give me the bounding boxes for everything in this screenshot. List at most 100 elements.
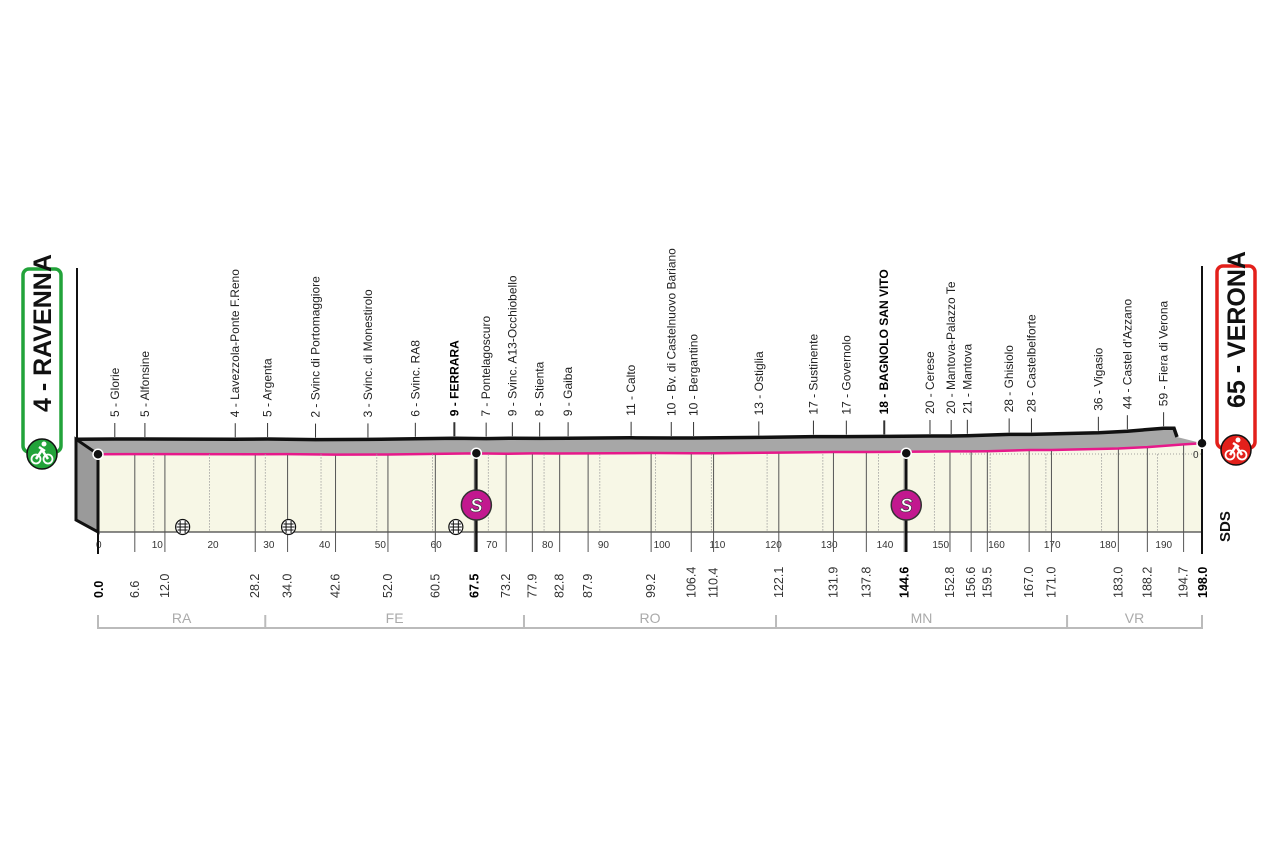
x-tick-label: 180 [1100,540,1117,551]
bike-wheel-icon [1236,449,1248,461]
waypoint-km-label: 34.0 [281,574,295,598]
level-crossing-rails-icon [176,521,189,533]
x-tick-label: 70 [486,540,498,551]
waypoint-km-label: 99.2 [644,574,658,598]
waypoint-km-label: 82.8 [553,574,567,598]
level-crossing-rails-icon [282,521,295,533]
rider-icon [1228,441,1244,456]
province-bracket [97,615,266,629]
x-tick-label: 20 [208,540,220,551]
waypoint-km-label: 42.6 [329,574,343,598]
waypoint-label: 9 - Svinc. A13-Occhiobello [505,275,519,416]
waypoint-km-label: 194.7 [1177,567,1191,598]
waypoint-km-label: 77.9 [525,574,539,598]
x-tick-label: 30 [263,540,275,551]
rider-head-icon [1235,437,1241,443]
x-tick-label: 40 [319,540,331,551]
sprint-symbol: S [470,496,483,517]
waypoint-label: 6 - Svinc. RA8 [408,340,422,417]
profile-panel [98,443,1202,532]
waypoint-label: 8 - Stienta [533,361,547,416]
province-bracket [775,615,1068,629]
waypoint-label: 9 - Gaiba [561,367,575,417]
waypoint-label: 18 - BAGNOLO SAN VITO [877,269,891,414]
waypoint-km-label: 171.0 [1044,567,1058,598]
province-bracket [522,615,777,629]
waypoint-km-label: 60.5 [428,574,442,598]
waypoint-label: 36 - Vigasio [1091,347,1105,410]
waypoint-label: 44 - Castel d'Azzano [1120,299,1134,410]
profile-top-outline [77,426,1179,442]
bike-wheel-icon [42,453,54,465]
finish-km-label: 198.0 [1196,567,1210,598]
sds-logo: SDS [1217,511,1234,542]
province-label: FE [386,610,404,626]
waypoint-km-label: 106.4 [684,567,698,598]
start-dot [92,448,104,461]
x-tick-label: 120 [765,540,782,551]
sprint-icon [890,489,923,521]
x-tick-label: 10 [152,540,164,551]
start-km-label: 0.0 [92,581,106,598]
start-badge-label: 4 - RAVENNA [29,254,57,412]
waypoint-label: 3 - Svinc. di Monestirolo [361,289,375,417]
waypoint-km-label: 87.9 [581,574,595,598]
waypoint-km-label: 167.0 [1022,567,1036,598]
province-label: RA [172,610,192,626]
waypoint-km-label: 159.5 [980,567,994,598]
profile-top-face [78,428,1202,455]
waypoint-km-label: 52.0 [381,574,395,598]
bike-wheel-icon [1224,449,1236,461]
waypoint-label: 5 - Glorie [108,367,122,417]
x-tick-label: 90 [598,540,610,551]
waypoint-km-label: 156.6 [964,567,978,598]
sprint-icon [460,489,493,521]
sprint-symbol: S [900,496,913,517]
waypoint-label: 7 - Pontelagoscuro [479,316,493,417]
x-tick-label: 170 [1044,540,1061,551]
waypoint-label: 13 - Ostiglia [752,351,766,415]
waypoint-km-label: 110.4 [707,568,721,598]
waypoint-label: 28 - Castelbelforte [1024,314,1038,412]
waypoint-km-label: 188.2 [1140,567,1154,598]
waypoint-km-label: 137.8 [859,567,873,598]
waypoint-label: 28 - Ghisiolo [1002,345,1016,413]
waypoint-label: 5 - Alfonsine [138,351,152,417]
x-tick-label: 60 [431,540,443,551]
waypoint-km-label: 144.6 [897,567,911,598]
x-tick-label: 160 [988,540,1005,551]
waypoint-label: 20 - Mantova-Palazzo Te [944,281,958,414]
waypoint-label: 17 - Sustinente [806,334,820,415]
province-label: RO [640,610,661,626]
level-crossing-rails-icon [449,521,462,533]
x-tick-label: 130 [821,540,838,551]
waypoint-km-label: 6.6 [128,581,142,598]
zero-altitude-label: 0 [1193,450,1199,461]
waypoint-label: 10 - Bv. di Castelnuovo Bariano [664,248,678,416]
x-tick-label: 140 [877,540,894,551]
sprint-dot [900,447,913,459]
province-bracket [264,615,524,629]
waypoint-km-label: 152.8 [943,567,957,598]
province-label: MN [911,610,933,626]
waypoint-label: 21 - Mantova [960,343,974,413]
x-tick-label: 100 [654,540,671,551]
x-tick-label: 110 [709,540,725,551]
sprint-dot [470,447,483,459]
waypoint-km-label: 12.0 [158,574,172,598]
waypoint-km-label: 131.9 [826,567,840,598]
bike-wheel-icon [30,453,42,465]
waypoint-label: 17 - Governolo [839,335,853,415]
waypoint-label: 59 - Fiera di Verona [1157,300,1171,406]
waypoint-label: 2 - Svinc di Portomaggiore [309,276,323,418]
waypoint-label: 5 - Argenta [261,358,275,417]
rider-icon [34,445,50,460]
cyclist-icon [26,438,58,470]
waypoint-label: 9 - FERRARA [447,340,461,416]
waypoint-km-label: 67.5 [467,574,481,598]
waypoint-km-label: 73.2 [499,574,513,598]
rider-head-icon [41,441,47,447]
waypoint-label: 11 - Calto [624,364,638,415]
route-line [97,442,1203,456]
